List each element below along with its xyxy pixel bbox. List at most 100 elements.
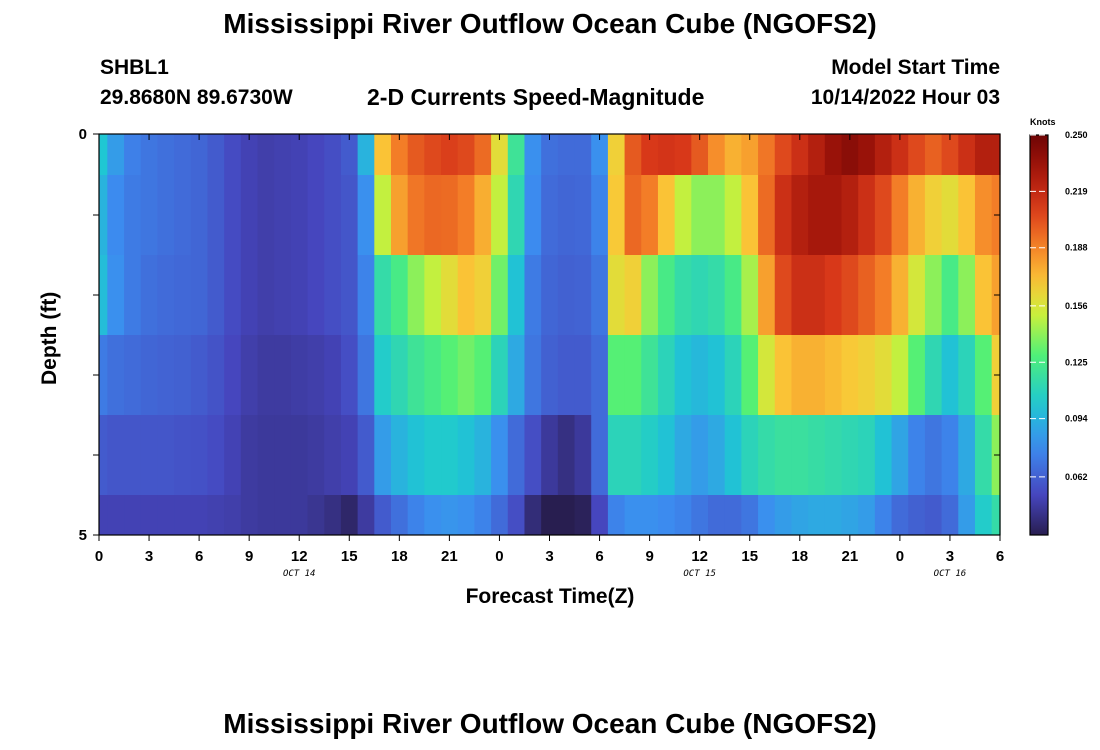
heatmap-cell <box>290 415 309 495</box>
heatmap-cell <box>307 134 325 175</box>
y-axis-label: Depth (ft) <box>38 291 61 385</box>
heatmap-cell <box>874 415 893 495</box>
heatmap-cell <box>591 255 609 335</box>
y-tick-label: 5 <box>79 527 87 544</box>
heatmap-cell <box>324 495 342 535</box>
heatmap-cell <box>724 415 742 495</box>
heatmap-cell <box>340 134 359 175</box>
heatmap-cell <box>190 335 209 415</box>
heatmap-cell <box>974 335 993 415</box>
heatmap-cell <box>557 134 576 175</box>
heatmap-cell <box>174 175 192 255</box>
heatmap-cell <box>758 134 776 175</box>
heatmap-cell <box>674 415 692 495</box>
heatmap-cell <box>541 134 559 175</box>
heatmap-cell <box>140 175 158 255</box>
heatmap-cell <box>858 495 876 535</box>
heatmap-cell <box>390 415 409 495</box>
heatmap-cell <box>941 495 959 535</box>
heatmap-cell <box>657 255 676 335</box>
heatmap-cell <box>407 495 425 535</box>
x-tick-label: 12 <box>691 548 708 565</box>
heatmap-cell <box>591 134 609 175</box>
heatmap-cell <box>240 255 259 335</box>
heatmap-cell <box>524 175 542 255</box>
heatmap-cell <box>557 415 576 495</box>
heatmap-cell <box>657 134 676 175</box>
heatmap-cell <box>758 415 776 495</box>
heatmap-cell <box>99 495 108 535</box>
heatmap-cell <box>491 255 509 335</box>
heatmap-cell <box>524 495 542 535</box>
heatmap-cell <box>441 415 459 495</box>
heatmap-cell <box>174 255 192 335</box>
heatmap-cell <box>574 255 592 335</box>
heatmap-cell <box>340 415 359 495</box>
heatmap-cell <box>874 175 893 255</box>
heatmap-cell <box>541 255 559 335</box>
heatmap-cell <box>307 495 325 535</box>
x-tick-label: 6 <box>195 548 203 565</box>
heatmap-cell <box>274 175 292 255</box>
heatmap-cell <box>991 134 1001 175</box>
heatmap-cell <box>424 255 442 335</box>
heatmap-cell <box>908 134 926 175</box>
heatmap-cell <box>324 134 342 175</box>
heatmap-cell <box>457 134 476 175</box>
heatmap-cell <box>457 415 476 495</box>
heatmap-cell <box>574 415 592 495</box>
heatmap-cell <box>307 255 325 335</box>
heatmap-cell <box>874 335 893 415</box>
heatmap-cell <box>124 495 142 535</box>
heatmap-cell <box>340 255 359 335</box>
heatmap-cell <box>124 134 142 175</box>
heatmap-cell <box>157 175 175 255</box>
heatmap-cell <box>708 335 726 415</box>
heatmap-cell <box>99 255 108 335</box>
x-tick-label: 18 <box>791 548 808 565</box>
heatmap-cell <box>274 415 292 495</box>
heatmap-cell <box>224 255 242 335</box>
heatmap-cell <box>290 255 309 335</box>
heatmap-cell <box>157 134 175 175</box>
heatmap-cell <box>791 415 809 495</box>
heatmap-cell <box>791 335 809 415</box>
heatmap-cell <box>190 175 209 255</box>
heatmap-cell <box>941 415 959 495</box>
heatmap-cell <box>207 415 225 495</box>
heatmap-cell <box>641 255 659 335</box>
y-tick-label: 0 <box>79 126 87 143</box>
y-axis: 05 <box>79 126 1000 544</box>
heatmap-cell <box>924 255 943 335</box>
colorbar-gradient <box>1029 134 1049 536</box>
heatmap-cell <box>140 335 158 415</box>
heatmap-cell <box>774 175 793 255</box>
heatmap-cell <box>424 175 442 255</box>
station-coordinates: 29.8680N 89.6730W <box>100 86 293 109</box>
heatmap-cell <box>157 255 175 335</box>
model-start-label: Model Start Time <box>831 56 1000 79</box>
station-id: SHBL1 <box>100 56 169 79</box>
heatmap-cell <box>357 415 375 495</box>
heatmap-cell <box>674 255 692 335</box>
heatmap-cell <box>908 495 926 535</box>
heatmap-cell <box>708 175 726 255</box>
heatmap-cell <box>374 255 392 335</box>
heatmap-cell <box>774 495 793 535</box>
heatmap-cell <box>240 415 259 495</box>
heatmap-cell <box>741 134 759 175</box>
heatmap-cell <box>240 335 259 415</box>
heatmap-cell <box>274 495 292 535</box>
heatmap-cell <box>724 335 742 415</box>
heatmap-cell <box>157 495 175 535</box>
heatmap-cell <box>591 495 609 535</box>
heatmap-cell <box>541 415 559 495</box>
heatmap-cell <box>457 175 476 255</box>
heatmap-cell <box>441 255 459 335</box>
heatmap-cell <box>524 415 542 495</box>
heatmap-cell <box>374 335 392 415</box>
heatmap-cell <box>190 415 209 495</box>
heatmap-cell <box>140 134 158 175</box>
heatmap-cell <box>157 415 175 495</box>
